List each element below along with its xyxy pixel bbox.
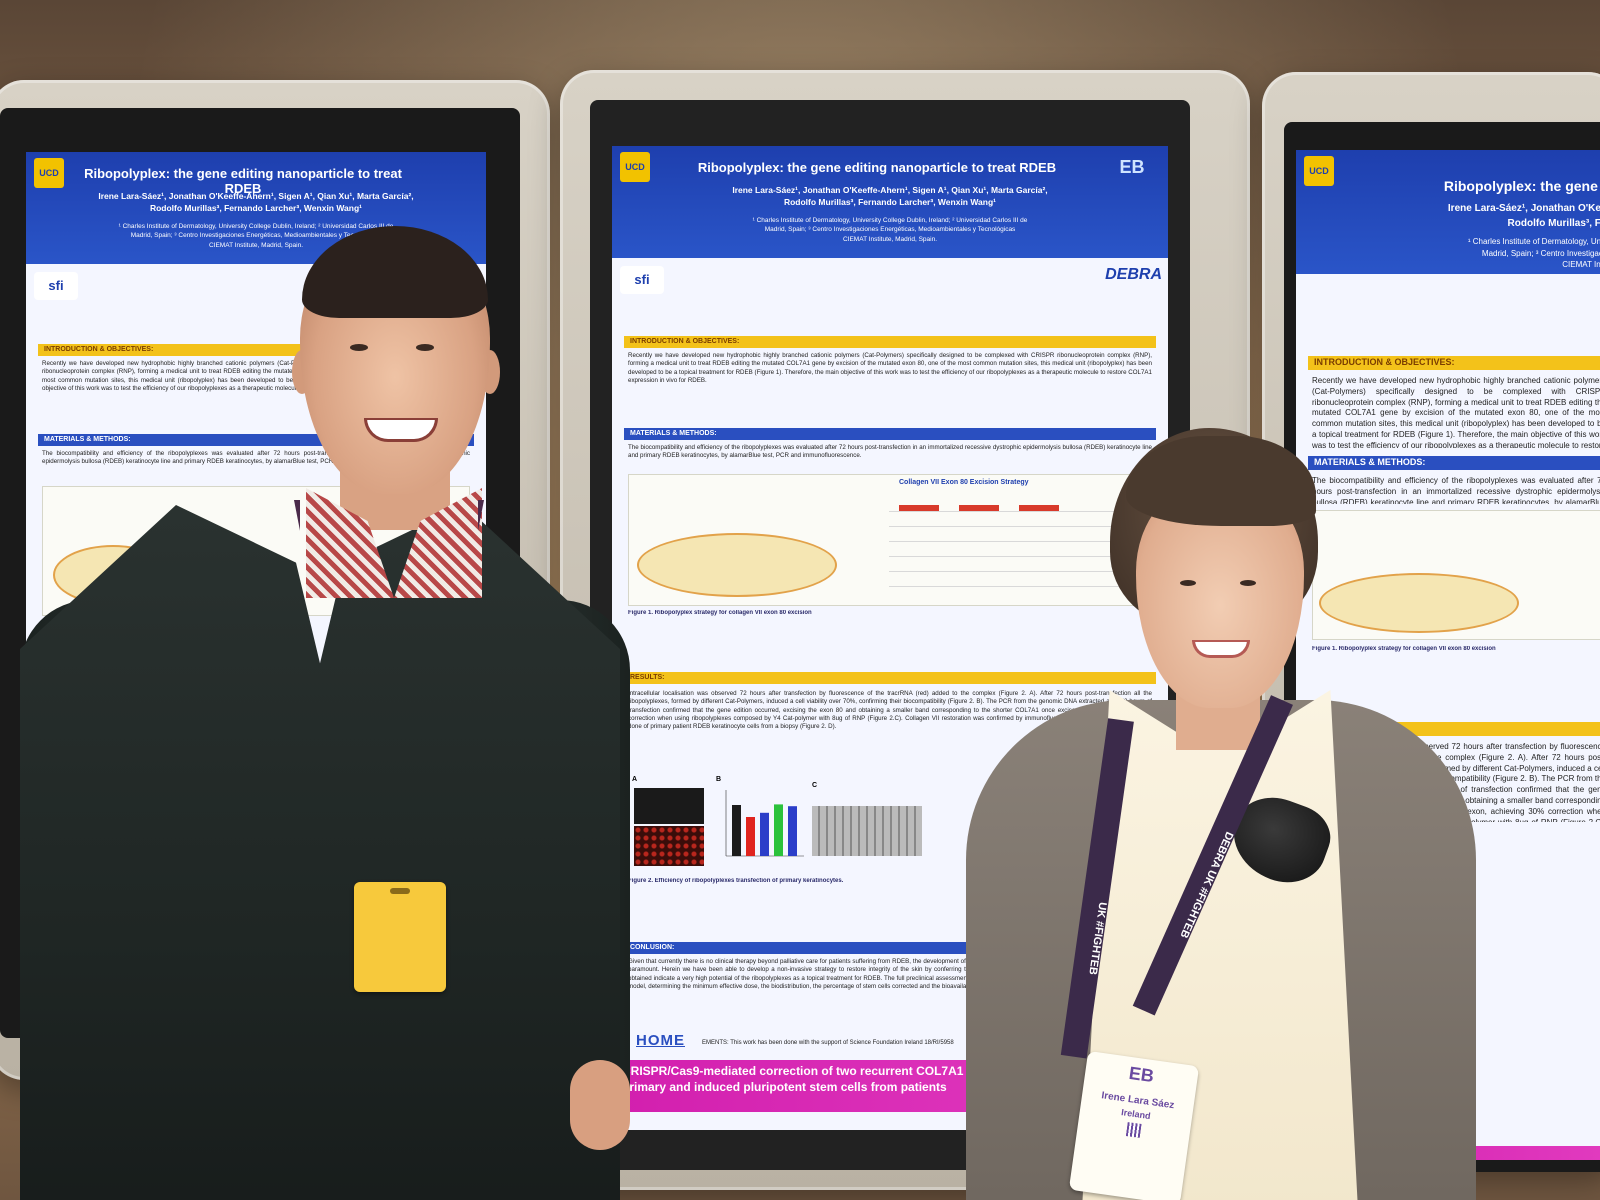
affiliation-line-1: ¹ Charles Institute of Dermatology, Univ… [118, 223, 394, 230]
left-poster-title: Ribopolyplex: the gene editing nanoparti… [84, 166, 402, 196]
methods-heading: MATERIALS & METHODS: [624, 428, 1156, 440]
woman-fringe [1126, 436, 1316, 526]
right-intro-text: Recently we have developed new hydrophob… [1312, 376, 1600, 448]
man-name-badge [354, 882, 446, 992]
man-eye [350, 344, 368, 351]
sfi-logo: sfi [34, 272, 78, 300]
affiliation-line-2: Madrid, Spain; ³ Centro Investigaciones [1481, 248, 1600, 258]
acknowledgements-text: EMENTS: This work has been done with the… [702, 1040, 954, 1046]
pcr-gel-image [812, 806, 922, 856]
fluorescence-image-untreated [634, 788, 704, 824]
right-figure-1-caption: Figure 1. Ribopolyplex strategy for coll… [1312, 646, 1496, 652]
right-methods-heading: MATERIALS & METHODS: [1308, 456, 1600, 470]
right-poster-screen: UCD Ribopolyplex: the gene edi Irene Lar… [1296, 150, 1600, 1160]
authors-line-1: Irene Lara-Sáez¹, Jonathan O'Keeffe-Aher… [732, 185, 1048, 195]
intro-heading: INTRODUCTION & OBJECTIVES: [624, 336, 1156, 348]
affiliation-line-3: CIEMAT Institute, Madrid, Spain. [208, 241, 304, 249]
figure-2-caption: Figure 2. Efficiency of ribopolyplexes t… [628, 878, 844, 884]
panel-label-a: A [632, 776, 638, 783]
authors-line-2: Rodolfo Murillas³, Fernando Larcher³, We… [149, 203, 363, 214]
woman-smile [1192, 640, 1250, 658]
right-poster-authors: Irene Lara-Sáez¹, Jonathan O'Keeffe- Rod… [1346, 202, 1600, 231]
ucd-logo: UCD [1304, 156, 1334, 186]
affiliation-line-3: CIEMAT Institute [1562, 260, 1600, 270]
affiliation-line-2: Madrid, Spain; ³ Centro Investigaciones … [130, 232, 382, 240]
next-poster-title-line-2: primary and induced pluripotent stem cel… [622, 1079, 947, 1094]
viability-bar [760, 812, 769, 856]
right-intro-heading: INTRODUCTION & OBJECTIVES: [1308, 356, 1600, 370]
right-figure-1 [1312, 510, 1600, 640]
right-poster-title: Ribopolyplex: the gene edi [1443, 178, 1600, 194]
affiliation-line-3: CIEMAT Institute, Madrid, Spain. [842, 235, 938, 243]
sfi-logo: sfi [620, 266, 664, 294]
poster-title: Ribopolyplex: the gene editing nanoparti… [697, 160, 1057, 175]
right-poster-header: UCD Ribopolyplex: the gene edi Irene Lar… [1296, 150, 1600, 274]
panel-label-c: C [812, 782, 818, 789]
fluorescence-image-treated [634, 826, 704, 866]
bar-layer [732, 804, 797, 856]
affiliation-line-2: Madrid, Spain; ³ Centro Investigaciones … [764, 226, 1016, 234]
viability-bar [774, 804, 783, 856]
intro-text: Recently we have developed new hydrophob… [628, 352, 1152, 385]
viability-bar [746, 817, 755, 856]
viability-bar-chart [725, 790, 804, 857]
affiliation-line-1: ¹ Charles Institute of Dermatology, Univ… [752, 217, 1028, 224]
next-poster-title-line-1: CRISPR/Cas9-mediated correction of two r… [622, 1064, 1039, 1078]
right-methods-text: The biocompatibility and efficiency of t… [1312, 476, 1600, 504]
left-methods-text: The biocompatibility and efficiency of t… [42, 450, 470, 466]
figure-1-caption: Figure 1. Ribopolyplex strategy for coll… [628, 610, 812, 616]
excision-strategy-diagram [889, 497, 1139, 597]
results-text: Intracellular localisation was observed … [628, 690, 1152, 731]
left-intro-text: Recently we have developed new hydrophob… [42, 360, 470, 393]
man-hand [570, 1060, 630, 1150]
woman-eye [1240, 580, 1256, 586]
figure-1: Collagen VII Exon 80 Excision Strategy [628, 474, 1152, 606]
conclusion-text: Given that currently there is no clinica… [628, 958, 1152, 991]
left-poster-authors: Irene Lara-Sáez¹, Jonathan O'Keeffe-Aher… [46, 190, 466, 215]
authors-line-2: Rodolfo Murillas³, Ferna [1507, 217, 1600, 229]
woman-name-badge: EB Irene Lara Sáez Ireland [1068, 1050, 1200, 1200]
exon-bar [959, 505, 999, 511]
exon-bar [1019, 505, 1059, 511]
man-badge-clip [390, 888, 410, 894]
cell-membrane-diagram [637, 533, 837, 597]
debra-logo: DEBRA [1105, 266, 1162, 283]
home-button[interactable]: HOME [636, 1032, 685, 1049]
viability-bar [788, 806, 797, 856]
ucd-logo: UCD [34, 158, 64, 188]
figure-1-title: Collagen VII Exon 80 Excision Strategy [899, 479, 1029, 486]
badge-qr-icon [1125, 1122, 1142, 1138]
exon-bar [899, 505, 939, 511]
left-poster-affiliation: ¹ Charles Institute of Dermatology, Univ… [56, 222, 456, 250]
woman-eye [1180, 580, 1196, 586]
poster-authors: Irene Lara-Sáez¹, Jonathan O'Keeffe-Aher… [632, 184, 1148, 209]
right-poster-affiliation: ¹ Charles Institute of Dermatology, Univ… [1346, 236, 1600, 271]
methods-text: The biocompatibility and efficiency of t… [628, 444, 1152, 460]
poster-affiliation: ¹ Charles Institute of Dermatology, Univ… [642, 216, 1138, 244]
cell-membrane-diagram [1319, 573, 1519, 633]
results-heading: RESULTS: [624, 672, 1156, 684]
authors-line-2: Rodolfo Murillas³, Fernando Larcher³, We… [783, 197, 997, 208]
authors-line-1: Irene Lara-Sáez¹, Jonathan O'Keeffe-Aher… [98, 191, 414, 201]
man-eye [416, 344, 434, 351]
panel-label-b: B [716, 776, 722, 783]
affiliation-line-1: ¹ Charles Institute of Dermatology, Univ… [1467, 237, 1600, 246]
viability-bar [732, 805, 741, 856]
authors-line-1: Irene Lara-Sáez¹, Jonathan O'Keeffe- [1447, 203, 1600, 214]
poster-header: UCD EB Ribopolyplex: the gene editing na… [612, 146, 1168, 258]
eb-logo: EB [1119, 157, 1145, 177]
ucd-logo: UCD [620, 152, 650, 182]
